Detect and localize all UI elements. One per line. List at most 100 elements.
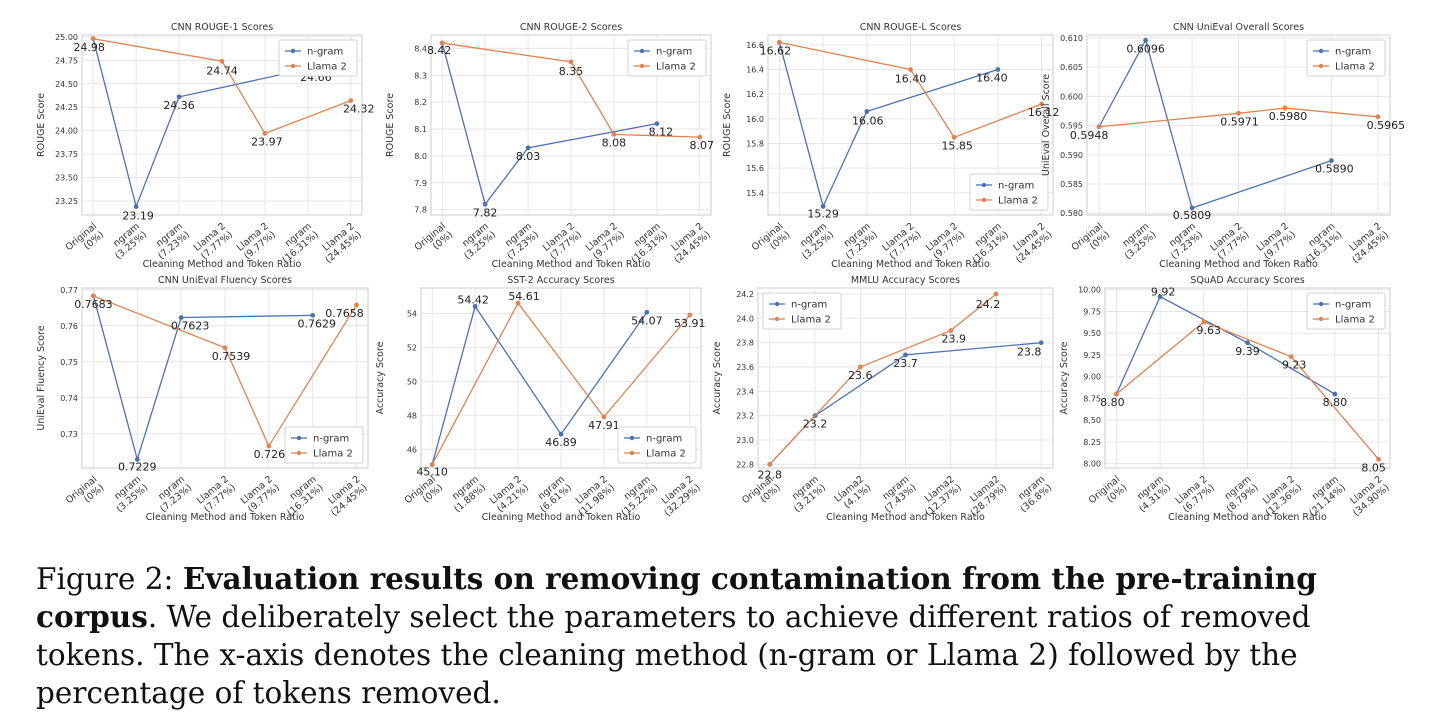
chart-panel-5: 0.73 0.74 0.75 0.76 0.77 Original(0%) ngram(3.… [36, 275, 370, 523]
data-point [1282, 105, 1288, 111]
legend-label: n-gram [1335, 300, 1371, 311]
x-tick-label: Llama 2(24.45%) [322, 474, 370, 519]
figure-panels: 23.25 23.50 23.75 24.00 24.25 24.50 24.75 25.00… [36, 22, 1406, 523]
legend-marker [981, 182, 987, 188]
legend: n-gram Llama 2 [1306, 39, 1386, 77]
legend-marker [639, 63, 645, 69]
data-point [857, 364, 863, 370]
data-point [310, 312, 316, 318]
data-label: 8.80 [1323, 396, 1348, 409]
data-label: 8.42 [427, 44, 452, 57]
y-tick-label: 16.2 [746, 90, 764, 99]
data-label: 0.5965 [1367, 119, 1406, 132]
data-point [219, 58, 225, 64]
data-label: 45.10 [416, 466, 448, 479]
y-tick-label: 0.76 [60, 322, 78, 331]
data-label: 24.74 [206, 64, 238, 77]
legend-marker [1318, 316, 1324, 322]
data-label: 15.85 [941, 139, 973, 152]
x-tick-label: ngram(4.31%) [1130, 474, 1173, 515]
y-tick-label: 8.50 [1083, 416, 1101, 425]
data-point [1375, 114, 1381, 120]
y-tick-label: 23.6 [736, 363, 754, 372]
y-tick-label: 8.75 [1083, 394, 1101, 403]
x-tick-label: ngram(1.88%) [445, 474, 488, 515]
data-label: 0.5948 [1070, 129, 1109, 142]
legend-label: n-gram [307, 47, 343, 58]
series-line-llama [779, 41, 1042, 139]
data-point [222, 345, 228, 351]
data-point [995, 67, 1001, 72]
data-label: 9.39 [1235, 345, 1260, 358]
legend-marker [296, 450, 302, 456]
data-point [439, 40, 445, 46]
x-tick-label: ngram(3.25%) [793, 221, 836, 262]
x-axis-label: Cleaning Method and Token Ratio [482, 512, 641, 523]
data-label: 0.7539 [212, 350, 251, 363]
plot-frame [430, 34, 712, 216]
data-point [903, 352, 908, 358]
legend-label: Llama 2 [646, 449, 686, 460]
legend-marker [981, 197, 987, 203]
y-tick-label: 23.25 [55, 197, 78, 206]
data-point [348, 98, 354, 104]
legend-label: n-gram [791, 300, 827, 311]
y-tick-label: 7.8 [414, 206, 427, 215]
data-label: 9.92 [1151, 286, 1176, 299]
x-tick-label: Llama 2(9.77%) [1255, 221, 1298, 262]
data-label: 15.29 [807, 207, 839, 220]
x-tick-label: ngram(7.23%) [837, 221, 880, 262]
chart-title: SQuAD Accuracy Scores [1190, 275, 1304, 286]
data-label: 16.40 [895, 73, 927, 86]
data-label: 24.2 [976, 298, 1001, 311]
x-tick-label: Original(0%) [1087, 474, 1130, 515]
data-point [644, 309, 650, 315]
chart-title: SST-2 Accuracy Scores [507, 275, 614, 286]
x-tick-label: Original(0%) [64, 474, 107, 515]
y-tick-label: 24.25 [55, 103, 78, 112]
y-tick-label: 0.585 [1060, 180, 1083, 189]
y-tick-label: 15.8 [746, 139, 764, 148]
data-point [262, 131, 268, 136]
x-tick-label: Original(0%) [64, 221, 107, 262]
legend-label: Llama 2 [313, 449, 353, 460]
data-point [558, 431, 564, 437]
y-tick-label: 0.74 [60, 394, 78, 403]
legend-box [1306, 39, 1386, 77]
data-label: 23.9 [941, 333, 966, 346]
data-point [1038, 340, 1044, 346]
y-tick-label: 54 [407, 309, 417, 318]
x-tick-label: Llama2(4.1%) [832, 474, 873, 513]
data-point [767, 461, 773, 467]
data-point [1245, 340, 1250, 346]
y-tick-label: 23.50 [55, 174, 78, 183]
x-tick-label: Llama 2(24.45%) [1343, 221, 1391, 266]
data-point [601, 414, 607, 420]
legend-marker [774, 301, 780, 307]
y-axis-label: Accuracy Score [712, 341, 723, 414]
data-point [1201, 319, 1207, 325]
data-label: 0.7629 [297, 317, 336, 330]
data-label: 0.6096 [1126, 42, 1165, 55]
y-tick-label: 0.77 [60, 286, 78, 295]
plot-frame [81, 287, 369, 469]
data-label: 8.07 [690, 139, 715, 152]
x-axis-label: Cleaning Method and Token Ratio [1168, 512, 1327, 523]
data-label: 23.6 [848, 369, 873, 382]
x-tick-label: ngram(7.23%) [149, 221, 192, 262]
x-axis-label: Cleaning Method and Token Ratio [143, 259, 302, 270]
series-line-llama [93, 38, 352, 135]
y-axis-label: Accuracy Score [1059, 341, 1070, 414]
data-point [568, 59, 574, 65]
x-tick-label: Llama 2(24.45%) [316, 221, 364, 266]
plot-frame [1086, 34, 1391, 216]
y-tick-label: 24.50 [55, 80, 78, 89]
x-tick-label: Llama 2(9.77%) [235, 221, 278, 262]
data-label: 23.19 [122, 210, 154, 223]
x-tick-label: ngram(7.23%) [1162, 221, 1205, 262]
legend: n-gram Llama 2 [284, 426, 364, 464]
x-tick-label: Llama 2(9.77%) [584, 221, 627, 262]
legend-box [284, 426, 364, 464]
legend-label: Llama 2 [1335, 315, 1375, 326]
